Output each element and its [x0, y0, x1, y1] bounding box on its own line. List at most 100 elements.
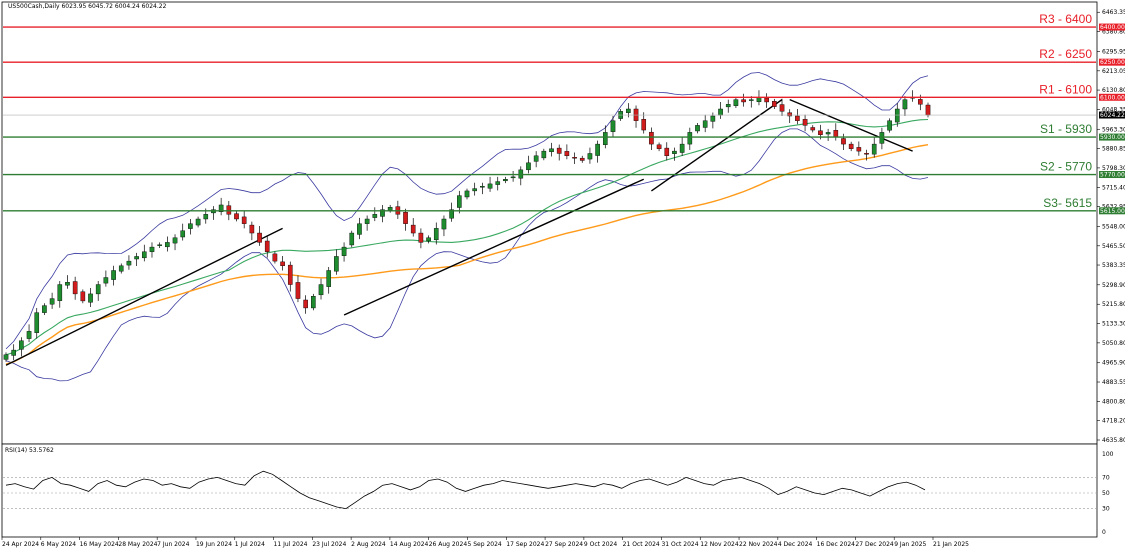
candle-body [556, 147, 562, 154]
y-tick-label: 5383.35 [1102, 262, 1125, 269]
bollinger-bands [5, 72, 929, 382]
candle-body [725, 104, 731, 108]
x-tick-label: 17 Sep 2024 [506, 541, 544, 548]
candle-body [879, 132, 885, 144]
x-tick-label: 26 Aug 2024 [429, 541, 468, 548]
candle-body [65, 281, 70, 286]
candle-body [264, 240, 270, 252]
y-tick-label: 5298.90 [1102, 282, 1125, 289]
candle-body [549, 148, 554, 153]
level-label-r2: R2 - 6250 [1039, 47, 1092, 61]
moving-averages [5, 118, 929, 365]
y-tick-label: 6463.35 [1102, 9, 1125, 16]
candle-body [410, 224, 416, 234]
candle-body [810, 127, 816, 131]
x-tick-label: 14 Aug 2024 [390, 541, 429, 548]
candle-body [579, 157, 585, 161]
candle-body [188, 223, 193, 229]
candle-body [779, 104, 785, 112]
bollinger-lower [5, 128, 929, 382]
candle-body [495, 181, 501, 185]
candle-body [280, 261, 285, 267]
level-tag-text: 5930.00 [1100, 134, 1125, 141]
level-tag-text: 6400.00 [1100, 24, 1125, 31]
candle-body [234, 213, 239, 220]
ma-green-line [5, 118, 929, 356]
candle-body [541, 150, 547, 159]
candle-body [172, 237, 178, 244]
rsi-indicator: 100 70 50 30 0 [3, 451, 1114, 536]
candle-body [295, 282, 301, 299]
y-tick-label: 4883.55 [1102, 379, 1125, 386]
candle-body [80, 291, 86, 302]
y-tick-label: 5133.30 [1102, 321, 1125, 328]
level-label-s1: S1 - 5930 [1040, 122, 1092, 136]
y-tick-label: 5465.50 [1102, 243, 1125, 250]
candle-body [503, 179, 508, 182]
candle-body [287, 264, 293, 285]
trendline [789, 98, 913, 152]
candle-body [902, 99, 908, 110]
candle-body [357, 223, 362, 235]
chart-header: US500Cash,Daily 6023.95 6045.72 6004.24 … [8, 3, 167, 10]
candle-body [871, 143, 877, 155]
level-tag-r2 [1099, 58, 1125, 66]
candle-body [825, 132, 831, 135]
candle-body [257, 232, 262, 243]
y-tick-label: 4800.80 [1102, 398, 1125, 405]
rsi-tick-label: 100 [1102, 451, 1114, 458]
rsi-panel-frame [1, 443, 1098, 538]
candle-body [403, 212, 408, 224]
y-tick-label: 5548.00 [1102, 223, 1125, 230]
rsi-tick-label: 70 [1102, 474, 1110, 481]
candle-body [326, 270, 332, 287]
rsi-tick-label: 0 [1102, 529, 1106, 536]
x-tick-label: 23 Jul 2024 [312, 541, 346, 548]
candle-body [380, 209, 385, 217]
x-tick-label: 4 Dec 2024 [778, 541, 813, 548]
current-price-tag [1099, 111, 1125, 119]
candle-body [572, 157, 577, 159]
level-label-s2: S2 - 5770 [1040, 160, 1092, 174]
candle-body [19, 340, 24, 350]
candle-body [34, 312, 40, 333]
candle-body [426, 237, 431, 242]
candle-body [649, 131, 654, 145]
candle-body [364, 218, 370, 224]
x-axis: 24 Apr 2024 6 May 2024 16 May 2024 28 May 2… [1, 537, 969, 548]
candle-body [149, 246, 155, 252]
level-tag-text: 5615.00 [1100, 208, 1125, 215]
candle-body [134, 256, 139, 260]
candle-body [449, 209, 454, 219]
candle-body [180, 230, 186, 238]
main-panel-frame [1, 1, 1098, 445]
rsi-tick-label: 30 [1102, 506, 1110, 513]
candle-body [733, 99, 739, 106]
trendline [343, 178, 645, 316]
level-tag-text: 6100.00 [1100, 94, 1125, 101]
candle-body [341, 246, 347, 256]
candle-body [111, 270, 116, 280]
candle-body [472, 188, 477, 192]
bollinger-upper [5, 72, 929, 350]
y-tick-label: 5215.80 [1102, 301, 1125, 308]
candle-body [802, 119, 808, 126]
x-tick-label: 27 Sep 2024 [545, 541, 583, 548]
x-tick-label: 21 Oct 2024 [623, 541, 660, 548]
candle-body [165, 242, 170, 248]
candle-body [587, 153, 593, 160]
level-label-r1: R1 - 6100 [1039, 82, 1092, 96]
ma-orange-line [5, 144, 929, 365]
level-tag-s1 [1099, 133, 1125, 141]
x-tick-label: 28 May 2024 [118, 541, 157, 548]
x-tick-label: 16 May 2024 [80, 541, 119, 548]
y-tick-label: 6295.95 [1102, 48, 1125, 55]
candle-body [795, 115, 800, 121]
x-tick-label: 22 Nov 2024 [739, 541, 778, 548]
x-tick-label: 24 Apr 2024 [2, 541, 39, 548]
candle-body [95, 284, 101, 295]
x-tick-label: 6 May 2024 [41, 541, 76, 548]
candle-body [141, 251, 147, 259]
candle-body [464, 190, 470, 198]
y-tick-label: 5880.85 [1102, 146, 1125, 153]
